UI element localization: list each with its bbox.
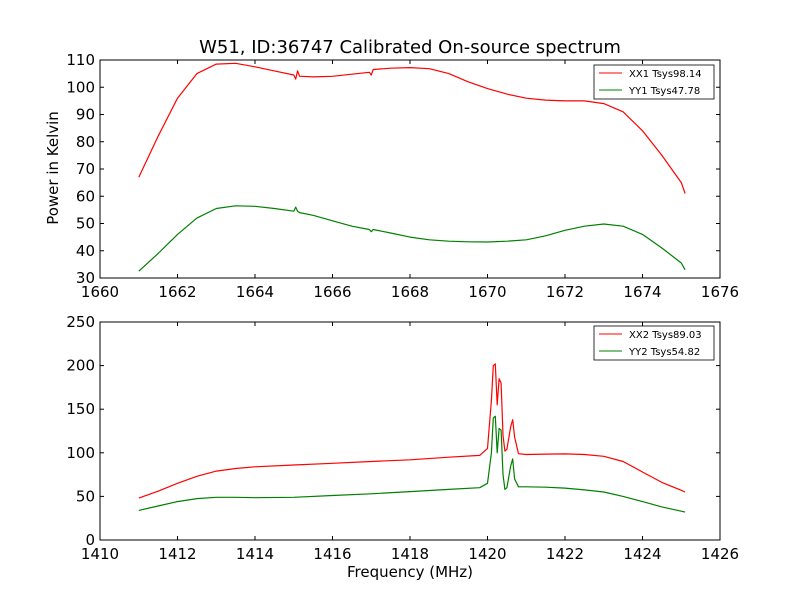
bottom-xtick-label: 1412 <box>158 545 196 563</box>
bottom-chart-series <box>138 363 686 513</box>
top-legend-label-xx1: XX1 Tsys98.14 <box>629 69 702 80</box>
top-xtick-label: 1674 <box>623 283 661 301</box>
top-xtick-label: 1672 <box>546 283 584 301</box>
bottom-ytick-label: 50 <box>76 487 95 505</box>
top-xtick-label: 1660 <box>81 283 119 301</box>
top-series-line-0 <box>138 62 686 194</box>
top-chart-ticks: 1660 1662 1664 1666 1668 1670 1672 1674 1676 30 40… <box>66 51 739 301</box>
bottom-xtick-label: 1424 <box>623 545 661 563</box>
top-xtick-label: 1664 <box>236 283 274 301</box>
top-ytick-label: 30 <box>76 269 95 287</box>
top-ytick-label: 80 <box>76 133 95 151</box>
top-xtick-label: 1676 <box>701 283 739 301</box>
top-chart-title: W51, ID:36747 Calibrated On-source spect… <box>199 37 621 58</box>
bottom-ytick-label: 150 <box>66 400 95 418</box>
bottom-xtick-label: 1416 <box>313 545 351 563</box>
top-xtick-label: 1668 <box>391 283 429 301</box>
top-chart: W51, ID:36747 Calibrated On-source spect… <box>44 37 739 301</box>
bottom-chart-frame <box>99 321 721 541</box>
bottom-xtick-label: 1426 <box>701 545 739 563</box>
top-chart-ylabel: Power in Kelvin <box>44 111 62 225</box>
top-ytick-label: 70 <box>76 160 95 178</box>
top-legend-box <box>593 64 715 100</box>
top-ytick-label: 110 <box>66 51 95 69</box>
top-legend-label-yy1: YY1 Tsys47.78 <box>628 86 700 97</box>
bottom-legend-label-yy2: YY2 Tsys54.82 <box>628 347 700 358</box>
bottom-series-line-0 <box>138 363 686 499</box>
top-ytick-label: 40 <box>76 242 95 260</box>
bottom-chart-legend: XX2 Tsys89.03 YY2 Tsys54.82 <box>593 325 715 361</box>
bottom-xtick-label: 1414 <box>236 545 274 563</box>
bottom-xtick-label: 1420 <box>468 545 506 563</box>
bottom-legend-box <box>593 325 715 361</box>
top-series-line-1 <box>138 205 686 272</box>
bottom-legend-label-xx2: XX2 Tsys89.03 <box>629 330 702 341</box>
bottom-ytick-label: 100 <box>66 444 95 462</box>
bottom-chart-xlabel: Frequency (MHz) <box>347 563 473 581</box>
bottom-series-line-1 <box>138 415 686 513</box>
bottom-xtick-label: 1410 <box>81 545 119 563</box>
top-xtick-label: 1662 <box>158 283 196 301</box>
bottom-ytick-label: 0 <box>85 531 95 549</box>
bottom-xtick-label: 1422 <box>546 545 584 563</box>
top-ytick-label: 60 <box>76 187 95 205</box>
top-chart-legend: XX1 Tsys98.14 YY1 Tsys47.78 <box>593 64 715 100</box>
top-ytick-label: 100 <box>66 78 95 96</box>
top-chart-frame <box>99 59 721 279</box>
bottom-chart-ticks: 1410 1412 1414 1416 1418 1420 1422 1424 1426 0 50 1… <box>66 313 739 563</box>
bottom-ytick-label: 250 <box>66 313 95 331</box>
top-chart-series <box>138 62 686 272</box>
top-ytick-label: 50 <box>76 215 95 233</box>
bottom-chart: 1410 1412 1414 1416 1418 1420 1422 1424 1426 0 50 1… <box>66 313 739 581</box>
top-xtick-label: 1670 <box>468 283 506 301</box>
bottom-ytick-label: 200 <box>66 357 95 375</box>
top-xtick-label: 1666 <box>313 283 351 301</box>
bottom-xtick-label: 1418 <box>391 545 429 563</box>
top-ytick-label: 90 <box>76 106 95 124</box>
